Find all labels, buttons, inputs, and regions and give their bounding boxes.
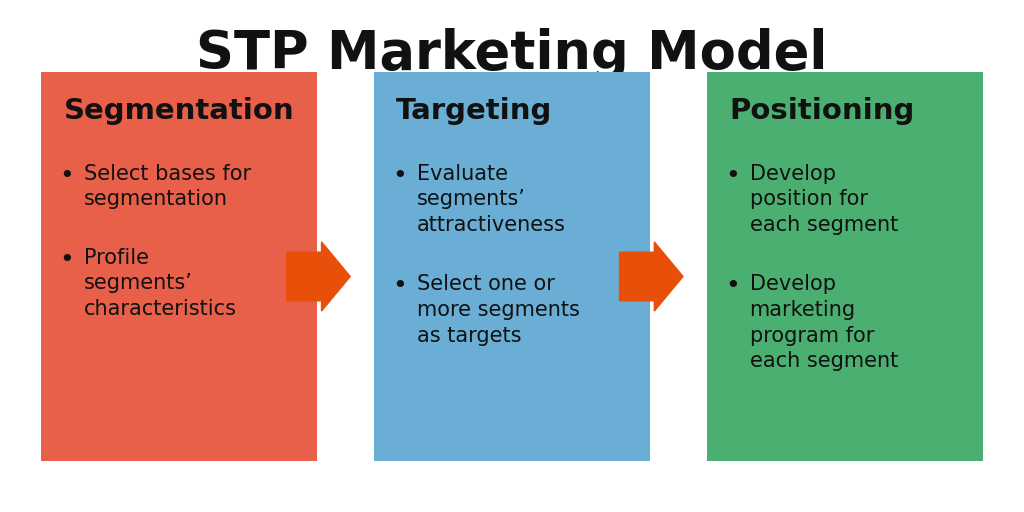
Text: •: • <box>59 164 74 188</box>
Text: Select one or
more segments
as targets: Select one or more segments as targets <box>417 274 580 346</box>
Text: Evaluate
segments’
attractiveness: Evaluate segments’ attractiveness <box>417 164 565 235</box>
Text: •: • <box>725 164 739 188</box>
Text: STP Marketing Model: STP Marketing Model <box>197 28 827 80</box>
FancyArrow shape <box>620 242 683 311</box>
FancyArrow shape <box>287 242 350 311</box>
Text: •: • <box>392 164 407 188</box>
Text: Segmentation: Segmentation <box>63 97 294 125</box>
Text: Develop
marketing
program for
each segment: Develop marketing program for each segme… <box>750 274 898 371</box>
Text: •: • <box>725 274 739 298</box>
Text: Targeting: Targeting <box>396 97 553 125</box>
Text: Develop
position for
each segment: Develop position for each segment <box>750 164 898 235</box>
Text: •: • <box>392 274 407 298</box>
Bar <box>374 72 650 461</box>
Text: Profile
segments’
characteristics: Profile segments’ characteristics <box>84 248 237 319</box>
Text: Positioning: Positioning <box>729 97 914 125</box>
Text: Select bases for
segmentation: Select bases for segmentation <box>84 164 251 209</box>
Bar <box>41 72 317 461</box>
Bar <box>707 72 983 461</box>
Text: •: • <box>59 248 74 272</box>
